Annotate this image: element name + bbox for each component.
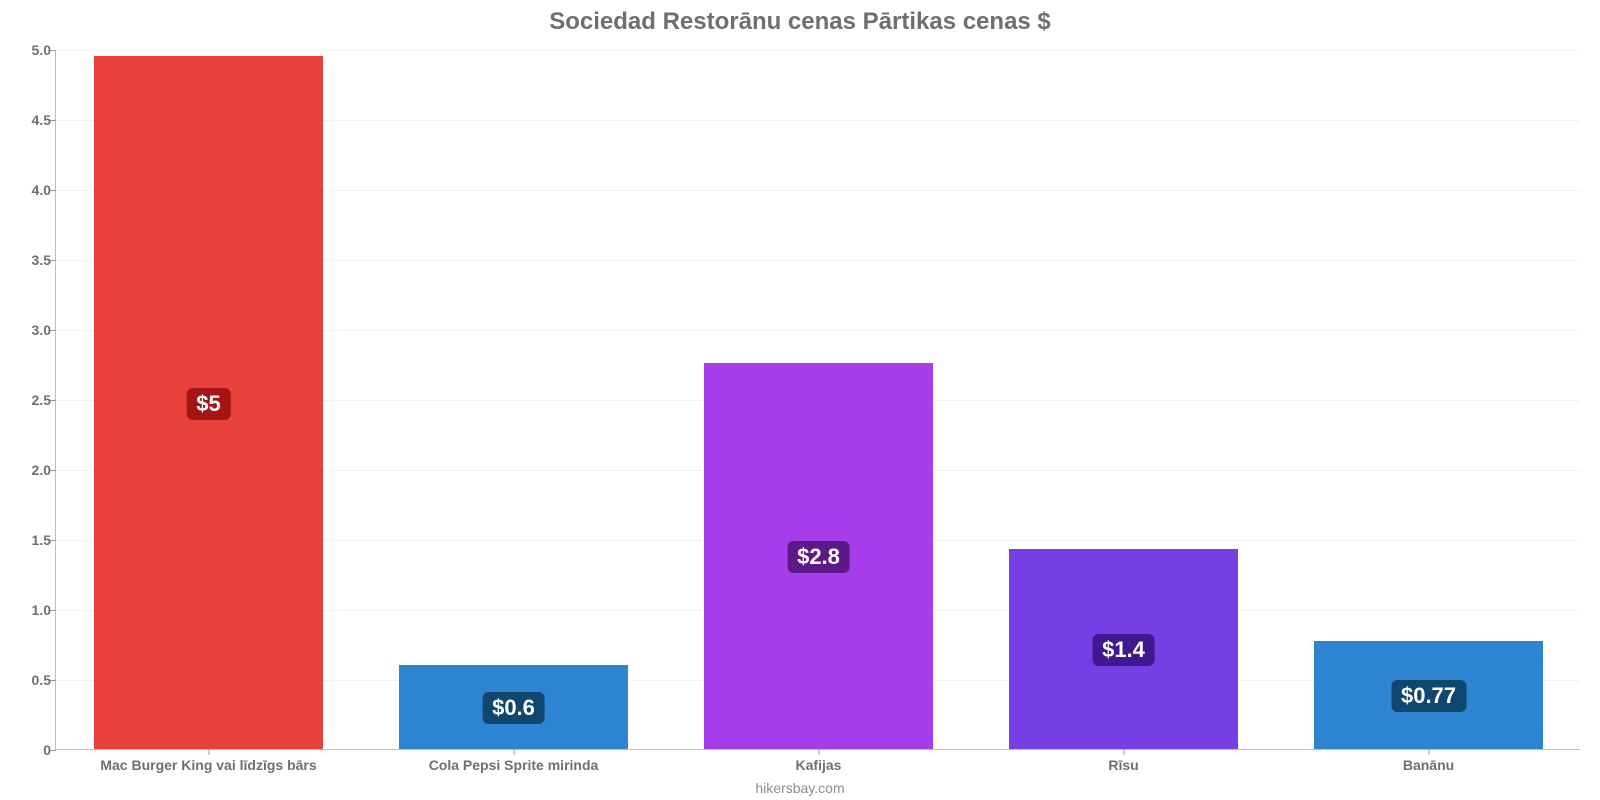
y-tick-label: 1.5 (11, 532, 51, 548)
x-tick-label: Cola Pepsi Sprite mirinda (429, 749, 599, 773)
bar-value-label: $1.4 (1092, 634, 1155, 666)
chart-title: Sociedad Restorānu cenas Pārtikas cenas … (0, 8, 1600, 36)
y-tick-label: 4.0 (11, 182, 51, 198)
y-tick-label: 2.0 (11, 462, 51, 478)
price-bar-chart: Sociedad Restorānu cenas Pārtikas cenas … (0, 0, 1600, 800)
bar-value-label: $2.8 (787, 541, 850, 573)
y-tick-label: 3.0 (11, 322, 51, 338)
y-tick-label: 4.5 (11, 112, 51, 128)
gridline (56, 50, 1580, 51)
y-tick-label: 1.0 (11, 602, 51, 618)
bar-value-label: $5 (186, 388, 230, 420)
y-tick-label: 3.5 (11, 252, 51, 268)
attribution-text: hikersbay.com (0, 780, 1600, 796)
y-tick-label: 2.5 (11, 392, 51, 408)
y-tick-label: 0.5 (11, 672, 51, 688)
bar-value-label: $0.6 (482, 692, 545, 724)
plot-area: 00.51.01.52.02.53.03.54.04.55.0$5Mac Bur… (55, 50, 1580, 750)
x-tick-label: Rīsu (1108, 749, 1138, 773)
x-tick-label: Banānu (1403, 749, 1454, 773)
bar-value-label: $0.77 (1391, 680, 1466, 712)
x-tick-label: Mac Burger King vai līdzīgs bārs (100, 749, 316, 773)
x-tick-label: Kafijas (796, 749, 842, 773)
y-tick-label: 0 (11, 742, 51, 758)
y-tick-label: 5.0 (11, 42, 51, 58)
